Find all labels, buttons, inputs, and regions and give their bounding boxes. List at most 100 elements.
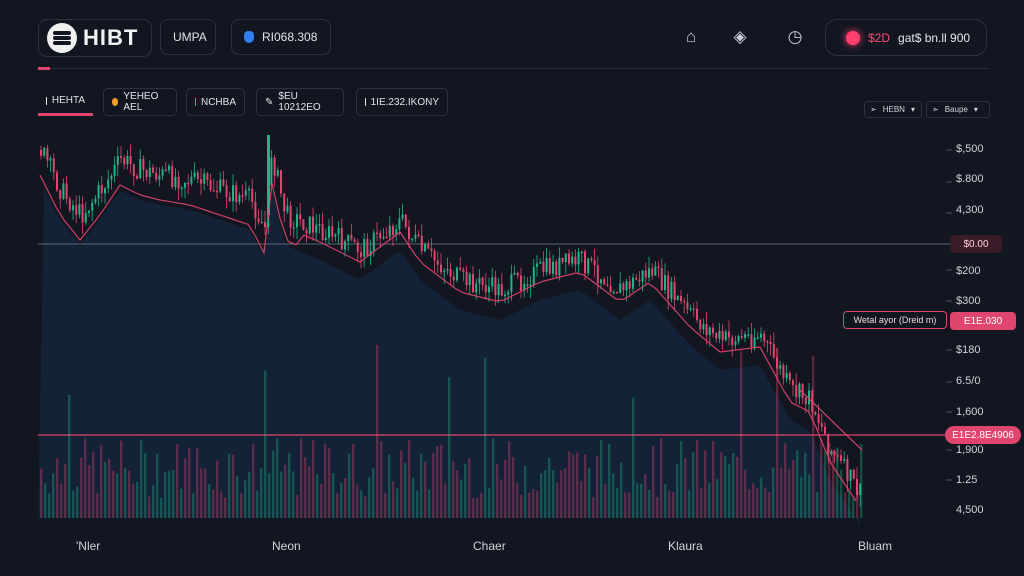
tab-label: 1IE.232.IKONY [370, 96, 439, 108]
tab-yeheo[interactable]: YEHEO AEL [103, 88, 177, 116]
candle-body [337, 228, 340, 235]
volume-bar [108, 458, 111, 518]
candle-body [222, 179, 225, 186]
candle-body [824, 426, 826, 434]
candle-body [513, 272, 516, 275]
candle-body [488, 286, 490, 293]
candle-body [52, 158, 55, 173]
tab-seu[interactable]: ✎ $EU 10212EO [256, 88, 344, 116]
candle-body [721, 331, 724, 341]
volume-bar [404, 462, 407, 518]
candle-body [804, 397, 807, 405]
dropdown-baupe[interactable]: ➣ Baupe ▾ [926, 101, 990, 118]
volume-bar [724, 455, 727, 518]
candle-body [609, 285, 612, 293]
volume-bar [708, 483, 711, 518]
candle-body [712, 327, 714, 334]
volume-bar [152, 485, 155, 518]
volume-bar [104, 461, 107, 518]
candle-body [142, 158, 145, 170]
candle-body [356, 242, 359, 253]
alert-pill[interactable]: $2D gat$ bn.ll 900 [825, 19, 987, 56]
volume-bar [336, 492, 339, 518]
price-chart[interactable] [0, 120, 1024, 530]
candle-body [193, 172, 196, 177]
candle-body [372, 232, 375, 251]
gauge-icon[interactable]: ◷ [787, 27, 803, 46]
volume-bar [304, 457, 307, 518]
volume-bar [560, 470, 563, 518]
volume-bar [752, 483, 755, 518]
candle-body [299, 214, 302, 220]
volume-bar [640, 483, 643, 518]
header-divider [38, 68, 990, 69]
volume-bar [856, 490, 859, 518]
y-tick: 4,300 [956, 204, 984, 216]
volume-bar [776, 347, 779, 518]
candle-body [136, 175, 138, 179]
volume-bar [380, 441, 383, 518]
candle-body [296, 214, 298, 228]
candle-body [587, 258, 590, 274]
candle-body [107, 179, 110, 189]
apple-icon [244, 31, 254, 43]
home-icon[interactable]: ⌂ [685, 27, 697, 46]
price-pill[interactable]: RI068.308 [231, 19, 331, 55]
candle-body [468, 274, 471, 285]
volume-bar [200, 468, 203, 518]
volume-bar [428, 489, 431, 518]
candle-body [843, 458, 846, 461]
candle-body [238, 195, 241, 203]
candle-body [680, 295, 682, 301]
x-tick: Neon [272, 539, 301, 553]
y-tick: $300 [956, 295, 981, 307]
volume-bar [256, 490, 259, 518]
compass-icon[interactable]: ◈ [733, 27, 747, 46]
volume-bar [636, 483, 639, 518]
candle-body [616, 291, 618, 294]
volume-bar [60, 483, 63, 518]
volume-bar [608, 443, 611, 518]
candle-body [808, 390, 810, 405]
volume-bar [324, 443, 327, 518]
volume-bar [840, 469, 843, 518]
dropdown-hebn[interactable]: ➣ HEBN ▾ [864, 101, 922, 118]
candle-body [539, 261, 542, 264]
volume-bar [736, 456, 739, 518]
candle-body [747, 334, 750, 336]
candle-body [756, 337, 759, 340]
logo[interactable]: HIBT [38, 19, 152, 57]
tab-heht[interactable]: HEHTA [38, 88, 93, 116]
volume-bar [136, 481, 139, 518]
candle-body [481, 277, 484, 286]
candle-body [776, 357, 778, 369]
volume-bar [292, 471, 295, 518]
candle-body [715, 333, 718, 339]
volume-bar [596, 455, 599, 518]
volume-bar [364, 496, 367, 518]
tab-1ie[interactable]: 1IE.232.IKONY [356, 88, 448, 116]
volume-bar [388, 454, 391, 518]
candle-body [248, 188, 250, 191]
candle-body [638, 279, 641, 282]
volume-bar [632, 397, 635, 518]
volume-bar [832, 450, 835, 518]
candle-body [673, 282, 676, 300]
volume-bar [424, 461, 427, 518]
candle-body [686, 302, 689, 310]
candle-body [158, 175, 161, 180]
volume-bar [176, 444, 179, 518]
price-area [38, 188, 860, 525]
candle-body [552, 261, 554, 274]
candle-body [472, 274, 474, 293]
volume-bar [244, 479, 247, 518]
volume-bar [756, 487, 759, 518]
volume-bar [624, 492, 627, 518]
market-pill[interactable]: UMPA [160, 19, 216, 55]
volume-bar [444, 483, 447, 518]
tab-nchba[interactable]: NCHBA [186, 88, 245, 116]
candle-body [126, 155, 129, 165]
candle-body [644, 270, 647, 278]
candle-body [155, 172, 158, 180]
candle-body [833, 451, 836, 456]
